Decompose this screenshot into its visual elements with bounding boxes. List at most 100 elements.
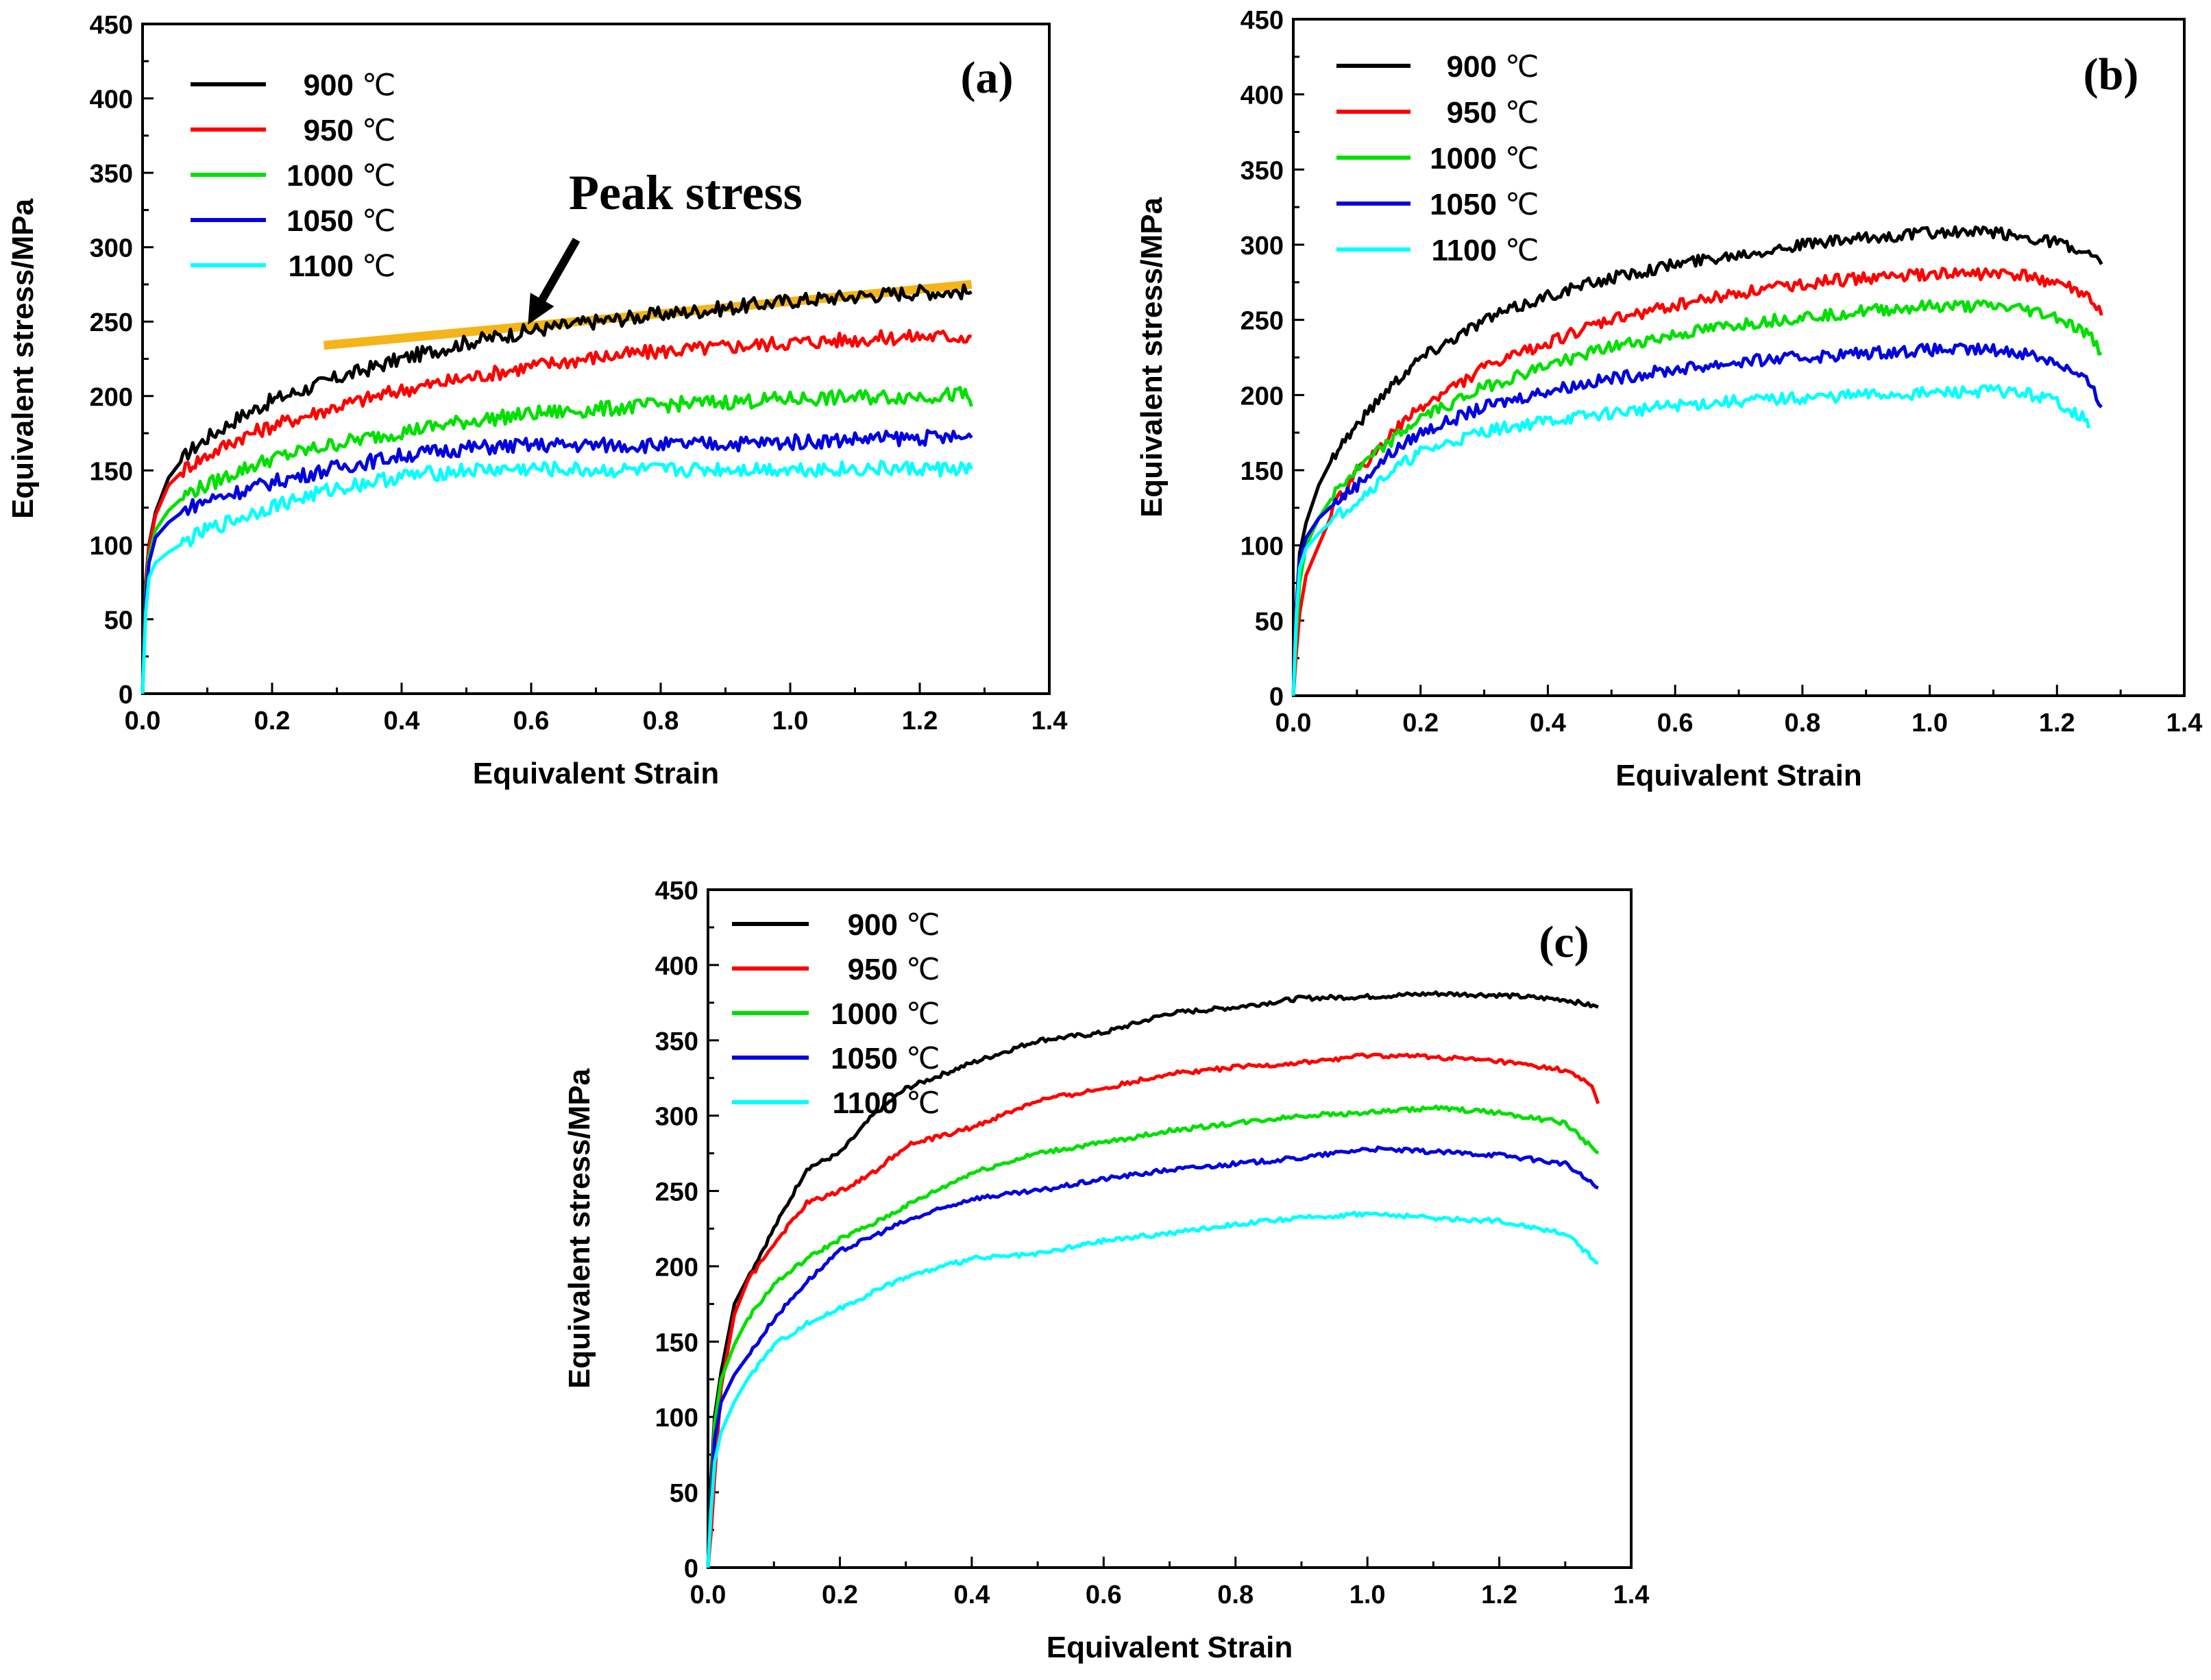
legend-unit: ℃ [362, 159, 395, 193]
y-tick-label: 200 [90, 383, 133, 412]
series-line-1050 [1291, 342, 2103, 696]
x-tick-label: 0.8 [1784, 709, 1820, 738]
x-tick-label: 1.4 [1613, 1581, 1650, 1609]
panel-b-chart: 0.0 0.2 0.4 0.6 0.8 1.0 1.2 1.4 0 50 100 150 200 250 3… [1135, 6, 2202, 792]
series-line-950 [141, 328, 972, 694]
y-tick-label: 450 [655, 877, 698, 905]
legend-label-1050: 1050 [1430, 188, 1497, 221]
series-line-900 [706, 990, 1599, 1568]
x-tick-label: 0.4 [1530, 709, 1566, 738]
legend-label-1000: 1000 [1430, 142, 1497, 175]
legend-label-950: 950 [848, 953, 898, 986]
x-tick-label: 0.6 [513, 707, 550, 735]
legend-unit: ℃ [906, 1042, 940, 1075]
x-tick-label: 0.4 [953, 1581, 990, 1609]
x-tick-label: 0.2 [254, 707, 291, 735]
x-tick-label: 1.2 [902, 707, 938, 735]
legend-unit: ℃ [1505, 188, 1539, 221]
peak-stress-arrow-head [528, 293, 554, 325]
x-tick-label: 1.4 [2166, 709, 2203, 738]
y-tick-label: 0 [1269, 683, 1284, 711]
y-tick-label: 100 [655, 1404, 698, 1433]
y-tick-label: 100 [90, 532, 133, 561]
legend-label-900: 900 [304, 69, 354, 102]
y-tick-label: 250 [90, 308, 133, 337]
y-tick-label: 150 [655, 1328, 698, 1357]
peak-stress-label: Peak stress [569, 165, 803, 220]
y-tick-label: 0 [684, 1555, 698, 1583]
panel-tag: (c) [1539, 917, 1589, 967]
legend-label-1050: 1050 [286, 204, 354, 238]
series-line-1000 [706, 1104, 1600, 1568]
y-tick-label: 400 [1241, 82, 1284, 110]
x-tick-label: 0.0 [125, 707, 161, 735]
legend-label-900: 900 [848, 908, 898, 942]
panel-c-chart: 0.0 0.2 0.4 0.6 0.8 1.0 1.2 1.4 0 50 100 150 200 250 3… [563, 877, 1649, 1664]
series-line-950 [1291, 267, 2103, 696]
x-tick-label: 0.8 [1217, 1581, 1254, 1609]
x-tick-label: 1.0 [1349, 1581, 1386, 1609]
legend-unit: ℃ [1505, 234, 1539, 267]
series-line-1000 [141, 386, 973, 694]
x-axis-title: Equivalent Strain [473, 757, 719, 790]
y-tick-label: 400 [655, 952, 698, 981]
peak-stress-arrow-shaft [538, 237, 581, 302]
legend-unit: ℃ [1505, 142, 1539, 175]
y-tick-label: 100 [1241, 533, 1284, 561]
legend-unit: ℃ [1505, 50, 1539, 84]
y-axis-title: Equivalent stress/MPa [563, 1068, 596, 1389]
legend-unit: ℃ [1505, 96, 1539, 130]
series-line-950 [706, 1052, 1600, 1568]
x-tick-label: 0.6 [1657, 709, 1694, 738]
panel-a-chart: 0.0 0.2 0.4 0.6 0.8 1.0 1.2 1.4 0 50 100 150 200 250 3… [6, 11, 1067, 790]
y-tick-label: 50 [670, 1479, 698, 1508]
series-line-1000 [1291, 299, 2103, 696]
series-line-1050 [706, 1145, 1599, 1568]
legend-unit: ℃ [362, 249, 395, 283]
x-tick-label: 1.2 [2039, 709, 2075, 738]
x-axis-title: Equivalent Strain [1047, 1631, 1293, 1664]
legend-label-1000: 1000 [286, 159, 354, 193]
legend-label-1100: 1100 [289, 249, 354, 283]
series-line-1100 [1291, 384, 2091, 696]
series-line-1100 [141, 459, 973, 694]
y-tick-label: 350 [1241, 156, 1284, 185]
series-line-1050 [141, 428, 973, 694]
x-tick-label: 1.2 [1481, 1581, 1517, 1609]
y-tick-label: 150 [1241, 457, 1284, 486]
legend-label-950: 950 [1447, 96, 1497, 130]
series-line-900 [1291, 225, 2103, 696]
legend-unit: ℃ [906, 997, 940, 1031]
y-tick-label: 300 [655, 1103, 698, 1132]
legend-unit: ℃ [906, 1086, 940, 1120]
x-tick-label: 0.6 [1086, 1581, 1122, 1609]
y-axis-title: Equivalent stress/MPa [1135, 197, 1169, 518]
x-tick-label: 1.0 [1911, 709, 1948, 738]
panel-tag: (a) [961, 53, 1014, 103]
legend-label-1000: 1000 [831, 997, 898, 1031]
y-tick-label: 300 [1241, 232, 1284, 260]
series-line-900 [141, 283, 973, 694]
y-tick-label: 350 [90, 160, 133, 188]
y-tick-label: 150 [90, 457, 133, 486]
legend-label-1100: 1100 [833, 1086, 898, 1120]
legend-unit: ℃ [362, 204, 395, 238]
legend-label-900: 900 [1447, 50, 1497, 84]
x-tick-label: 1.4 [1031, 707, 1068, 735]
x-tick-label: 0.0 [690, 1581, 726, 1609]
series-line-1100 [706, 1210, 1599, 1568]
y-tick-label: 200 [655, 1253, 698, 1282]
y-tick-label: 50 [1255, 607, 1284, 636]
legend-label-950: 950 [304, 114, 354, 147]
y-tick-label: 350 [655, 1027, 698, 1056]
y-tick-label: 400 [90, 86, 133, 114]
x-tick-label: 0.4 [384, 707, 420, 735]
x-tick-label: 0.8 [643, 707, 679, 735]
y-tick-label: 0 [119, 681, 133, 709]
y-axis-title: Equivalent stress/MPa [6, 198, 40, 519]
y-tick-label: 250 [655, 1178, 698, 1207]
panel-tag: (b) [2084, 49, 2139, 99]
legend-unit: ℃ [906, 908, 940, 942]
y-tick-label: 300 [90, 234, 133, 263]
